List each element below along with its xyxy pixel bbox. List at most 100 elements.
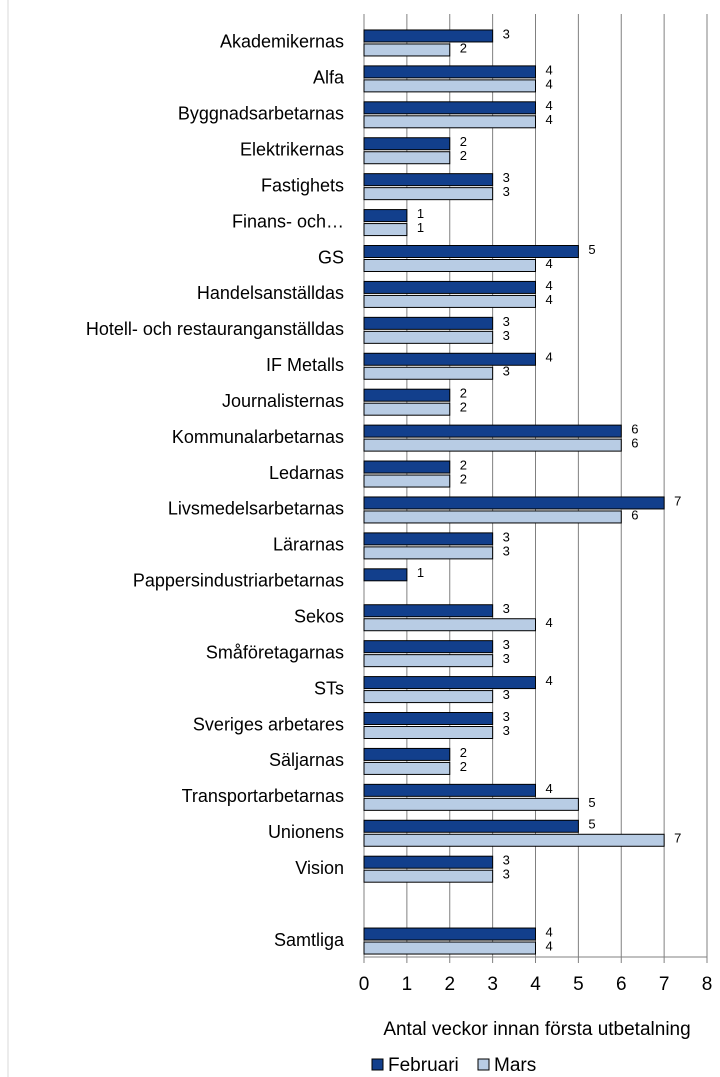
bar [363, 115, 536, 129]
bar [363, 783, 536, 797]
value-label: 6 [631, 422, 638, 437]
bar [363, 79, 536, 93]
x-tick-label: 8 [702, 974, 713, 995]
category-label: Byggnadsarbetarnas [178, 104, 344, 124]
bar [363, 438, 622, 452]
x-tick-label: 3 [487, 974, 498, 995]
value-label: 2 [460, 148, 467, 163]
bar [363, 330, 494, 344]
category-label: Alfa [313, 68, 345, 88]
value-label: 7 [674, 493, 681, 508]
bar [363, 712, 494, 725]
category-label: Elektrikernas [240, 139, 344, 159]
bar [363, 761, 451, 775]
value-label: 2 [460, 745, 467, 760]
bar [363, 510, 622, 524]
value-label: 3 [503, 687, 510, 702]
legend-label: Mars [494, 1055, 536, 1076]
value-label: 5 [588, 795, 595, 810]
value-label: 2 [460, 457, 467, 472]
bar [363, 568, 408, 582]
bar [363, 209, 408, 223]
value-label: 4 [546, 256, 553, 271]
category-label: Hotell- och restauranganställdas [86, 319, 344, 339]
value-label: 4 [546, 278, 553, 293]
category-label: Sveriges arbetares [193, 714, 344, 734]
value-label: 3 [503, 601, 510, 616]
x-tick-label: 7 [659, 974, 670, 995]
category-label: Journalisternas [222, 391, 344, 411]
value-label: 7 [674, 831, 681, 846]
bar [363, 747, 451, 761]
category-label: GS [318, 247, 344, 267]
legend-label: Februari [388, 1055, 459, 1076]
value-label: 4 [546, 615, 553, 630]
category-label: Unionens [268, 822, 344, 842]
value-label: 5 [588, 817, 595, 832]
value-label: 3 [503, 867, 510, 882]
value-label: 1 [417, 206, 424, 221]
value-label: 3 [503, 184, 510, 199]
bar [363, 869, 494, 883]
category-label: Sekos [294, 606, 344, 626]
value-label: 4 [546, 673, 553, 688]
bar [363, 690, 494, 704]
value-label: 2 [460, 471, 467, 486]
bar [363, 137, 451, 151]
value-label: 3 [503, 314, 510, 329]
bar [363, 797, 579, 811]
category-label: STs [314, 678, 344, 698]
bar [363, 618, 536, 632]
value-label: 3 [503, 723, 510, 738]
bar [363, 941, 536, 955]
bar [363, 532, 494, 546]
value-label: 3 [503, 26, 510, 41]
value-label: 6 [631, 507, 638, 522]
x-axis-label: Antal veckor innan första utbetalning [383, 1019, 690, 1040]
bar [363, 546, 494, 560]
value-label: 3 [503, 364, 510, 379]
bar [363, 388, 451, 402]
category-label: Pappersindustriarbetarnas [133, 571, 344, 591]
value-label: 1 [417, 220, 424, 235]
category-label: Samtliga [274, 930, 345, 950]
value-label: 4 [546, 924, 553, 939]
value-label: 4 [546, 292, 553, 307]
bar [363, 640, 494, 654]
legend-swatch [371, 1058, 384, 1071]
value-label: 3 [503, 709, 510, 724]
bar [363, 223, 408, 237]
category-label: Fastighets [261, 175, 344, 195]
category-label: Lärarnas [273, 535, 344, 555]
value-label: 4 [546, 781, 553, 796]
value-label: 2 [460, 386, 467, 401]
legend-swatch [477, 1058, 490, 1071]
x-tick-label: 6 [616, 974, 627, 995]
value-label: 3 [503, 637, 510, 652]
value-label: 2 [460, 40, 467, 55]
category-label: IF Metalls [266, 355, 344, 375]
value-label: 3 [503, 328, 510, 343]
bar [363, 294, 536, 308]
value-label: 2 [460, 400, 467, 415]
bar [363, 424, 622, 438]
bar [363, 316, 494, 330]
category-label: Finans- och… [232, 211, 344, 231]
category-label: Vision [295, 858, 344, 878]
bar [363, 43, 451, 57]
value-label: 5 [588, 242, 595, 257]
bar [363, 927, 536, 941]
x-tick-label: 1 [402, 974, 413, 995]
category-label: Ledarnas [269, 463, 344, 483]
value-label: 4 [546, 62, 553, 77]
bar [363, 833, 665, 847]
bar [363, 855, 494, 869]
bar [363, 101, 536, 115]
x-tick-label: 4 [530, 974, 541, 995]
bar [363, 726, 494, 739]
bar [363, 65, 536, 79]
category-label: Akademikernas [220, 32, 344, 52]
value-label: 1 [417, 565, 424, 580]
value-label: 3 [503, 651, 510, 666]
